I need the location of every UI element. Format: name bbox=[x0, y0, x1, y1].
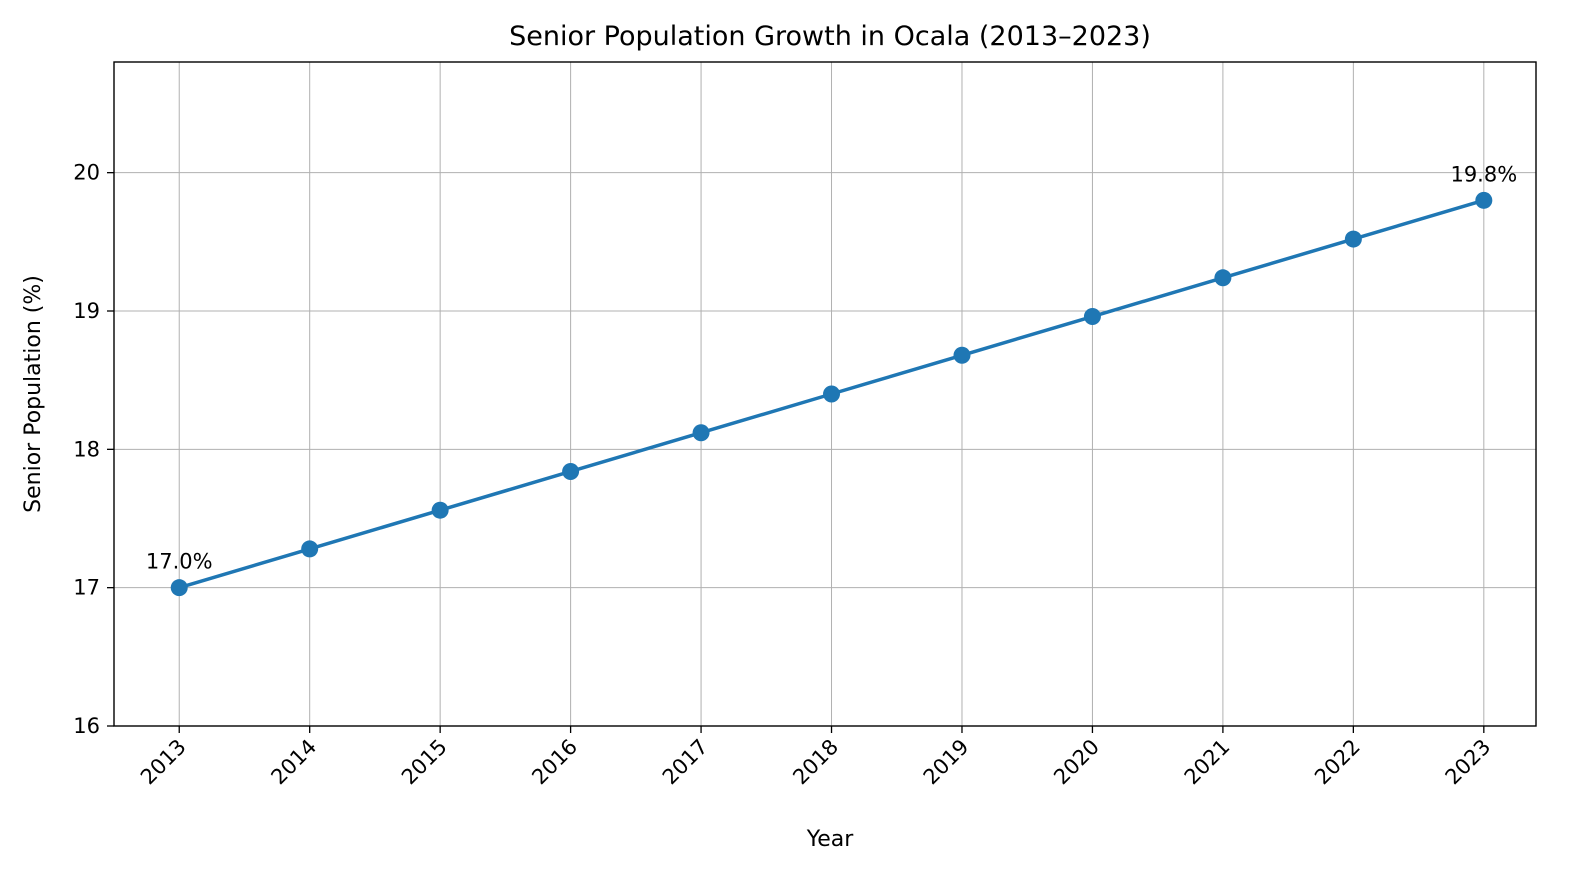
x-tick-label: 2017 bbox=[658, 735, 713, 790]
series-layer bbox=[170, 191, 1493, 597]
y-axis: 16 17 18 19 20 bbox=[73, 161, 114, 738]
x-tick-label: 2020 bbox=[1049, 735, 1104, 790]
data-point bbox=[1475, 191, 1493, 209]
x-tick-label: 2016 bbox=[527, 735, 582, 790]
data-point bbox=[562, 462, 580, 480]
x-axis: 2013 2014 2015 2016 2017 2018 2019 2020 2021 2022… bbox=[136, 726, 1495, 789]
y-tick-label: 20 bbox=[73, 161, 100, 185]
x-tick-label: 2014 bbox=[266, 735, 321, 790]
y-tick-label: 16 bbox=[73, 714, 100, 738]
x-tick-label: 2023 bbox=[1441, 735, 1496, 790]
data-label: 17.0% bbox=[146, 550, 213, 574]
data-point bbox=[953, 346, 971, 364]
data-point bbox=[301, 540, 319, 558]
data-point bbox=[692, 424, 710, 442]
x-tick-label: 2013 bbox=[136, 735, 191, 790]
x-axis-label: Year bbox=[806, 827, 855, 852]
data-point bbox=[1083, 308, 1101, 326]
data-point bbox=[1344, 230, 1362, 248]
x-tick-label: 2018 bbox=[788, 735, 843, 790]
data-point bbox=[431, 501, 449, 519]
x-tick-label: 2022 bbox=[1310, 735, 1365, 790]
y-tick-label: 19 bbox=[73, 299, 100, 323]
plot-area-frame bbox=[113, 61, 1537, 727]
y-tick-label: 17 bbox=[73, 576, 100, 600]
data-label: 19.8% bbox=[1450, 162, 1517, 186]
data-point bbox=[170, 579, 188, 597]
data-point bbox=[823, 385, 841, 403]
x-tick-label: 2019 bbox=[919, 735, 974, 790]
y-axis-label: Senior Population (%) bbox=[21, 275, 46, 513]
chart-title: Senior Population Growth in Ocala (2013–… bbox=[509, 21, 1151, 52]
x-tick-label: 2021 bbox=[1180, 735, 1235, 790]
annotations: 17.0% 19.8% bbox=[146, 162, 1517, 573]
x-tick-label: 2015 bbox=[397, 735, 452, 790]
data-point bbox=[1214, 269, 1232, 287]
y-tick-label: 18 bbox=[73, 437, 100, 461]
